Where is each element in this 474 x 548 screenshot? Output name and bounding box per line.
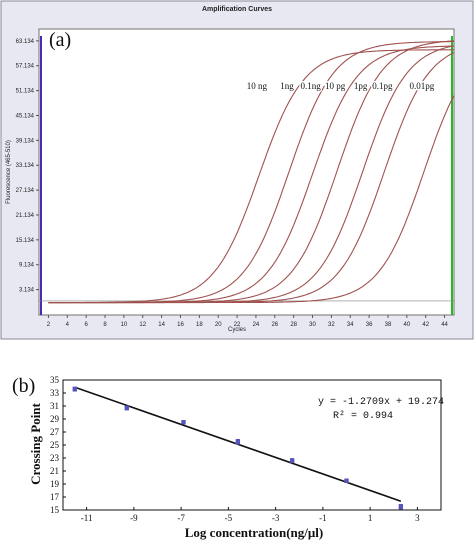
y-tick-label: 3.134 <box>19 288 35 294</box>
curve-label: 0.01pg <box>410 81 435 91</box>
x-tick-label: 30 <box>309 322 316 328</box>
x-axis-label-b: Log concentration(ng/μl) <box>185 525 323 540</box>
x-tick-label: 40 <box>403 322 410 328</box>
y-tick-label: 45.134 <box>16 113 35 119</box>
x-tick-label: 2 <box>47 322 51 328</box>
data-point <box>398 504 404 509</box>
y-tick-label: 15 <box>50 505 60 515</box>
y-tick-label: 17 <box>50 492 60 502</box>
y-axis-label-b: Crossing Point <box>28 402 43 484</box>
x-tick-label: 42 <box>422 322 429 328</box>
x-tick-label: 4 <box>66 322 70 328</box>
amplification-curve <box>48 95 455 304</box>
data-point <box>344 478 349 483</box>
curve-label: 10 ng <box>247 81 268 91</box>
y-tick-label: 27 <box>50 427 60 437</box>
x-tick-label: -7 <box>177 513 185 523</box>
plot-area-b <box>62 379 442 511</box>
y-tick-label: 35 <box>50 375 60 385</box>
x-tick-label: 8 <box>103 322 107 328</box>
y-tick-label: 33 <box>50 388 60 398</box>
x-tick-label: 20 <box>215 322 222 328</box>
curve-label: 0.1ng <box>301 81 322 91</box>
x-tick-label: 34 <box>347 322 354 328</box>
y-tick-label: 29 <box>50 414 60 424</box>
curve-label: 0.1pg <box>372 81 393 91</box>
y-tick-label: 33.134 <box>16 163 35 169</box>
panel-label-b: (b) <box>12 375 35 397</box>
y-axis-label: Fluorescence (465-510) <box>6 140 12 204</box>
data-point <box>235 439 241 444</box>
x-tick-label: 12 <box>139 322 146 328</box>
curve-label: 1pg <box>354 81 368 91</box>
y-tick-label: 21 <box>50 466 59 476</box>
x-tick-label: 24 <box>253 322 260 328</box>
x-tick-label: 28 <box>290 322 297 328</box>
x-tick-label: 38 <box>385 322 392 328</box>
amplification-chart: Amplification Curves (a) 3.134 9.134 15.13… <box>0 0 474 340</box>
data-point <box>181 420 186 425</box>
y-tick-label: 27.134 <box>16 188 35 194</box>
standard-curve-panel: (b) 15 17 19 21 23 25 27 29 31 33 35 -11 -9 -7 -5 -3 -1 1… <box>0 362 474 543</box>
x-tick-label: -3 <box>272 513 280 523</box>
x-tick-label: 6 <box>84 322 88 328</box>
x-tick-label: 10 <box>121 322 128 328</box>
panel-label-a: (a) <box>49 29 71 51</box>
data-point <box>124 405 129 411</box>
y-tick-label: 57.134 <box>16 64 35 70</box>
x-axis-label: Cycles <box>228 327 246 333</box>
y-tick-label: 25 <box>50 440 60 450</box>
y-tick-label: 63.134 <box>16 39 35 45</box>
r-squared: R² = 0.994 <box>333 411 393 422</box>
x-tick-label: 44 <box>441 322 448 328</box>
data-point <box>72 386 78 392</box>
x-tick-label: 1 <box>368 513 373 523</box>
x-tick-label: 18 <box>196 322 203 328</box>
fit-equation: y = -1.2709x + 19.274 <box>318 397 444 408</box>
y-tick-label: 51.134 <box>16 89 35 95</box>
y-tick-label: 39.134 <box>16 138 35 144</box>
x-tick-label: -1 <box>319 513 327 523</box>
x-tick-label: 14 <box>158 322 165 328</box>
y-tick-label: 9.134 <box>19 263 35 269</box>
curve-label: 1ng <box>280 81 294 91</box>
x-tick-label: 22 <box>234 322 241 328</box>
x-tick-label: -9 <box>130 513 138 523</box>
chart-title: Amplification Curves <box>202 6 272 13</box>
y-tick-label: 31 <box>50 401 59 411</box>
y-tick-label: 15.134 <box>16 238 35 244</box>
x-tick-label: 36 <box>366 322 373 328</box>
y-tick-label: 21.134 <box>16 213 35 219</box>
amplification-chart-panel: Amplification Curves (a) 3.134 9.134 15.13… <box>0 0 474 340</box>
x-tick-label: -5 <box>225 513 233 523</box>
x-tick-label: 26 <box>271 322 278 328</box>
x-tick-label: 3 <box>415 513 420 523</box>
data-point <box>289 458 295 463</box>
curve-label: 10 pg <box>325 81 346 91</box>
y-tick-label: 23 <box>50 453 60 463</box>
plot-area <box>38 28 455 316</box>
amplification-plot-marks: 3.134 9.134 15.134 21.134 27.134 33.134 39.134… <box>16 39 455 328</box>
x-tick-label: -11 <box>81 513 93 523</box>
x-tick-label: 16 <box>177 322 184 328</box>
x-tick-label: 32 <box>328 322 335 328</box>
y-tick-label: 19 <box>50 479 60 489</box>
